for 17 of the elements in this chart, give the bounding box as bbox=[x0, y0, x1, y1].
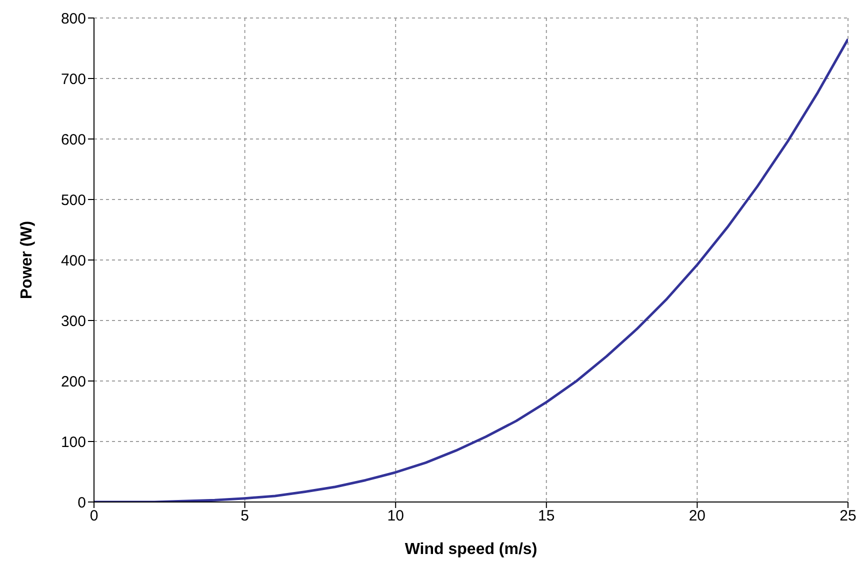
x-tick-label: 0 bbox=[90, 508, 98, 525]
y-tick-label: 400 bbox=[60, 252, 86, 270]
y-tick-label: 700 bbox=[60, 70, 86, 88]
y-tick-label: 0 bbox=[78, 494, 86, 512]
y-tick-label: 100 bbox=[60, 434, 86, 451]
x-tick-label: 15 bbox=[538, 508, 555, 525]
y-tick-label: 200 bbox=[60, 373, 86, 390]
x-tick-label: 25 bbox=[840, 508, 856, 525]
x-tick-label: 5 bbox=[240, 508, 249, 525]
y-tick-label: 600 bbox=[60, 131, 86, 148]
y-tick-label: 800 bbox=[60, 10, 86, 28]
x-tick-label: 10 bbox=[387, 508, 404, 525]
x-tick-label: 20 bbox=[688, 508, 706, 525]
y-tick-label: 300 bbox=[60, 312, 86, 330]
y-tick-label: 500 bbox=[60, 192, 86, 209]
x-axis-title: Wind speed (m/s) bbox=[404, 541, 538, 558]
y-axis-title: Power (W) bbox=[18, 220, 36, 300]
